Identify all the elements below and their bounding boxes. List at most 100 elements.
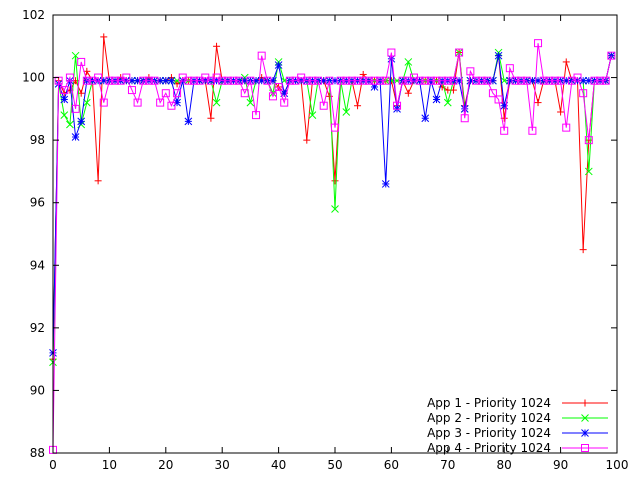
series-point-app-4-box (387, 48, 396, 57)
series-point-app-4-box (314, 76, 323, 85)
series-point-app-4 (545, 76, 554, 85)
series-point-app-1 (100, 33, 108, 41)
x-tick-label: 80 (497, 458, 512, 472)
series-point-app-4-box (331, 123, 339, 132)
series-point-app-4-box (573, 73, 582, 82)
series-point-app-2-d2 (308, 111, 317, 119)
series-point-app-3-d2 (421, 114, 430, 123)
series-point-app-4-box (426, 76, 435, 85)
series-point-app-3-d2 (494, 51, 503, 60)
series-point-app-4 (127, 86, 136, 95)
series-point-app-4 (342, 76, 351, 85)
series-point-app-4 (240, 89, 249, 98)
series-point-app-2 (246, 98, 255, 107)
series-point-app-4 (252, 111, 261, 120)
series-point-app-4-box (511, 76, 520, 85)
axis-ticks-group: 0 10 20 30 40 50 60 70 80 90 100 88 90 92 94 96 98 100 102 (22, 8, 628, 472)
series-point-app-4-box (579, 89, 588, 98)
y-tick-label: 98 (30, 133, 45, 147)
legend-marker-app-4 (581, 444, 589, 452)
x-tick-label: 100 (606, 458, 629, 472)
series-point-app-2 (331, 205, 339, 213)
series-point-app-1 (557, 108, 565, 116)
series-point-app-3 (460, 105, 469, 113)
series-point-app-4 (438, 76, 447, 85)
series-point-app-4-box (268, 92, 277, 101)
series-point-app-3-d2 (460, 105, 469, 113)
series-point-app-2-d2 (584, 167, 593, 176)
series-point-app-4 (432, 76, 441, 85)
legend-marker-app-3-d2 (581, 429, 589, 437)
series-point-app-4-box (94, 73, 103, 82)
series-point-app-4 (77, 57, 86, 66)
series-point-app-4-box (122, 73, 131, 82)
y-tick-label: 100 (22, 71, 45, 85)
series-point-app-4-box (161, 89, 170, 98)
legend-marker-app-2-d2 (581, 414, 589, 422)
series-point-app-4-box (342, 76, 351, 85)
series-point-app-4-box (488, 89, 497, 98)
series-point-app-4-box (449, 76, 458, 85)
series-point-app-4-box (167, 101, 176, 110)
series-point-app-4 (190, 76, 198, 85)
y-tick-label: 96 (30, 196, 45, 210)
series-point-app-4-box (229, 76, 238, 85)
series-point-app-4 (218, 76, 227, 85)
series-point-app-4 (139, 76, 148, 85)
series-point-app-4-box (139, 76, 148, 85)
series-point-app-4 (579, 89, 588, 98)
series-point-app-4 (539, 76, 548, 85)
series-point-app-4 (353, 76, 362, 85)
series-point-app-3 (184, 117, 193, 126)
series-point-app-4 (415, 76, 424, 85)
series-point-app-4 (280, 98, 289, 107)
series-point-app-4 (268, 92, 277, 101)
y-tick-label: 92 (30, 321, 45, 335)
series-point-app-2-d2 (66, 120, 74, 129)
series-point-app-4-box (584, 136, 593, 145)
series-point-app-4-box (432, 76, 441, 85)
series-point-app-4 (111, 76, 120, 85)
series-point-app-4-box (381, 76, 390, 85)
series-point-app-4-box (562, 123, 571, 132)
series-point-app-4-box (319, 101, 328, 110)
series-point-app-4 (347, 76, 356, 85)
series-point-app-4 (364, 76, 373, 85)
series-point-app-4-box (99, 98, 108, 107)
series-point-app-4 (477, 76, 486, 85)
series-point-app-4 (246, 76, 255, 85)
y-tick-label: 90 (30, 383, 45, 397)
series-point-app-1 (404, 89, 412, 97)
series-point-app-4 (488, 89, 497, 98)
series-point-app-4 (556, 76, 565, 85)
x-tick-label: 90 (553, 458, 568, 472)
series-point-app-2 (404, 58, 413, 66)
series-point-app-1 (354, 102, 362, 110)
series-point-app-4 (285, 76, 294, 85)
series-point-app-4-box (77, 57, 86, 66)
series-point-app-2-d2 (212, 98, 221, 107)
plot-series-group (49, 33, 616, 454)
series-point-app-4 (596, 76, 605, 85)
series-point-app-4-box (534, 39, 543, 48)
series-point-app-3 (274, 61, 283, 69)
series-point-app-3 (432, 95, 441, 104)
series-point-app-4-box (483, 76, 492, 85)
series-point-app-3-d2 (432, 95, 441, 104)
series-point-app-4 (150, 76, 159, 85)
series-point-app-4 (94, 73, 103, 82)
series-point-app-4 (550, 76, 559, 85)
series-point-app-4 (601, 76, 610, 85)
series-point-app-4 (483, 76, 492, 85)
series-point-app-2 (584, 167, 593, 176)
series-point-app-4 (223, 76, 232, 85)
series-point-app-4-box (455, 48, 464, 57)
series-point-app-4 (319, 101, 328, 110)
series-point-app-4 (573, 73, 582, 82)
series-point-app-2-d2 (71, 51, 80, 60)
series-point-app-4-box (550, 76, 559, 85)
y-tick-label: 102 (22, 8, 45, 22)
series-point-app-4 (584, 136, 593, 145)
series-point-app-4-box (517, 76, 526, 85)
